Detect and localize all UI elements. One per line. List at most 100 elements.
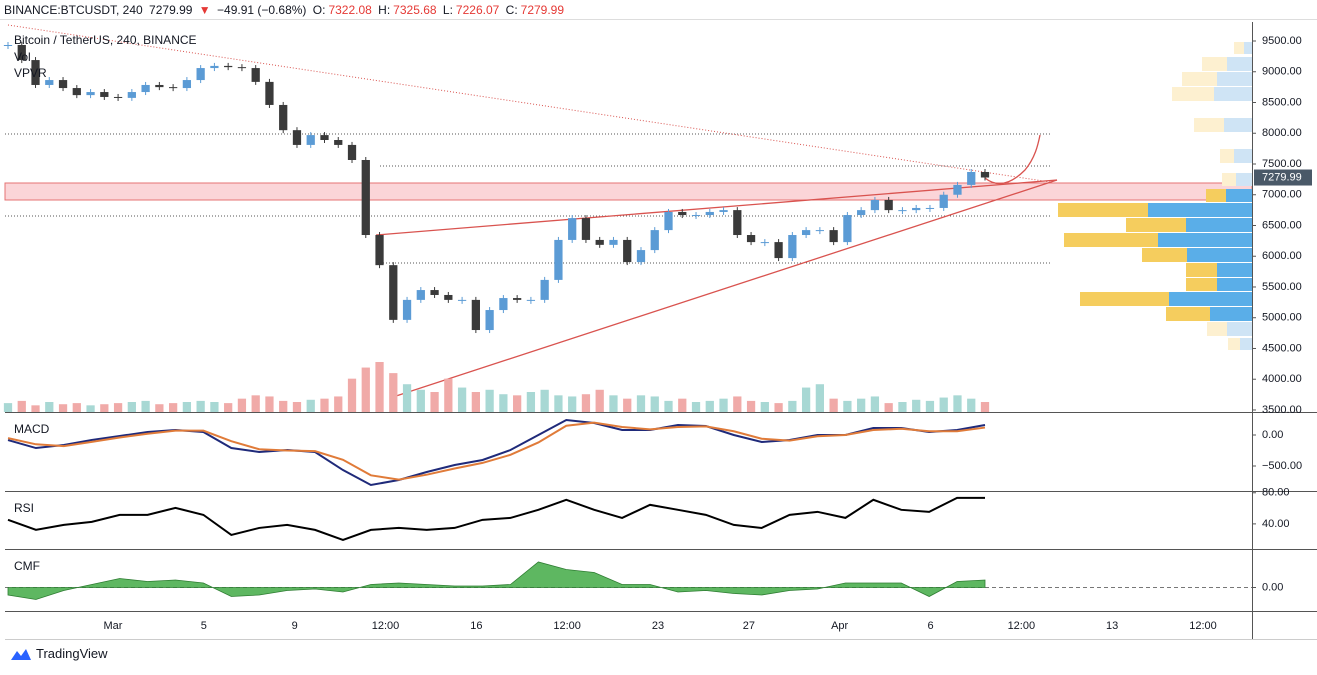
vp-down	[1187, 248, 1252, 262]
last-price-label: 7279.99	[1262, 171, 1302, 183]
vp-down	[1234, 149, 1252, 163]
candle	[939, 194, 948, 208]
vp-down	[1227, 57, 1252, 71]
vp-down	[1169, 292, 1252, 306]
y-tick-label: 8500.00	[1262, 96, 1302, 108]
y-tick-label: 0.00	[1262, 581, 1283, 593]
y-tick-label: 5500.00	[1262, 281, 1302, 293]
volume-bar	[292, 402, 302, 412]
candle	[444, 294, 453, 300]
trendline	[392, 179, 1058, 398]
candle	[279, 104, 288, 131]
vp-up	[1202, 57, 1227, 71]
volume-bar	[678, 398, 687, 412]
volume-bar	[843, 400, 852, 412]
volume-bar	[980, 402, 990, 412]
vp-down	[1214, 87, 1252, 101]
vp-up	[1058, 203, 1148, 217]
x-tick-label: 12:00	[1008, 620, 1036, 632]
candle	[361, 159, 370, 236]
volume-bar	[361, 367, 370, 412]
candle	[334, 140, 343, 145]
vp-down	[1158, 233, 1252, 247]
candle	[375, 235, 384, 266]
x-tick-label: Mar	[104, 620, 123, 632]
pane-title: MACD	[14, 422, 50, 436]
candle	[774, 242, 783, 259]
volume-bar	[182, 402, 192, 412]
candle	[870, 199, 880, 211]
candle	[568, 218, 577, 240]
candle	[292, 130, 302, 145]
trendline	[7, 24, 1051, 183]
candle	[210, 65, 219, 69]
volume-bar	[3, 403, 13, 412]
volume-bar	[967, 398, 976, 412]
vpvr	[1058, 42, 1252, 350]
candle	[912, 207, 921, 211]
volume-bar	[196, 400, 205, 412]
y-tick-label: 8000.00	[1262, 127, 1302, 139]
h-label: H:	[378, 3, 391, 17]
o-label: O:	[312, 3, 326, 17]
projection	[984, 134, 1041, 185]
volume-bar	[760, 402, 769, 412]
volume-bar	[485, 389, 494, 412]
volume-bar	[251, 395, 260, 412]
vp-up	[1228, 338, 1240, 350]
candle	[3, 44, 13, 46]
candle	[595, 239, 604, 245]
candle	[17, 44, 26, 61]
candle	[430, 290, 439, 295]
x-tick-label: 9	[292, 620, 298, 632]
vp-up	[1186, 278, 1217, 291]
pane-title: CMF	[14, 559, 40, 573]
candle	[980, 171, 990, 178]
volume-bar	[526, 392, 536, 412]
candle	[967, 171, 976, 185]
last-price: 7279.99	[149, 3, 193, 17]
volume-bar	[141, 400, 150, 412]
candle	[540, 279, 549, 300]
frame	[5, 22, 1317, 640]
candle	[953, 184, 962, 195]
volume-bar	[857, 398, 866, 412]
candle	[471, 299, 480, 331]
candle	[843, 215, 852, 243]
candle	[581, 218, 591, 240]
volume-bar	[788, 400, 797, 412]
open: 7322.08	[328, 3, 372, 17]
volume-bar	[884, 403, 893, 412]
y-tick-label: 6500.00	[1262, 219, 1302, 231]
candle	[141, 84, 150, 93]
candle	[857, 210, 866, 216]
volume-bar	[471, 392, 480, 412]
candle	[801, 230, 811, 236]
candle	[100, 92, 109, 97]
volume-bar	[829, 398, 838, 412]
candle	[58, 80, 68, 89]
volume-bar	[746, 400, 756, 412]
candle	[72, 88, 81, 96]
chart: 9500.00 9000.00 8500.00 8000.00 7500.00 7000.…	[3, 22, 1317, 640]
c-label: C:	[505, 3, 518, 17]
candle	[168, 87, 178, 89]
y-tick-label: −500.00	[1262, 460, 1302, 472]
volume-bar	[953, 395, 962, 412]
volume-bar	[444, 378, 453, 412]
arrow: ▼	[198, 3, 211, 17]
candle	[306, 135, 315, 145]
x-tick-label: 12:00	[372, 620, 400, 632]
candle	[113, 96, 123, 98]
volume-bar	[155, 404, 164, 412]
candle	[155, 84, 164, 88]
vp-down	[1236, 173, 1252, 186]
logo-shape	[11, 648, 31, 660]
candle	[196, 68, 205, 81]
y-tick-label: 3500.00	[1262, 404, 1302, 416]
volume-bar	[127, 402, 136, 412]
candle	[526, 299, 536, 301]
series-line	[7, 496, 985, 541]
x-tick-label: Apr	[831, 620, 848, 632]
